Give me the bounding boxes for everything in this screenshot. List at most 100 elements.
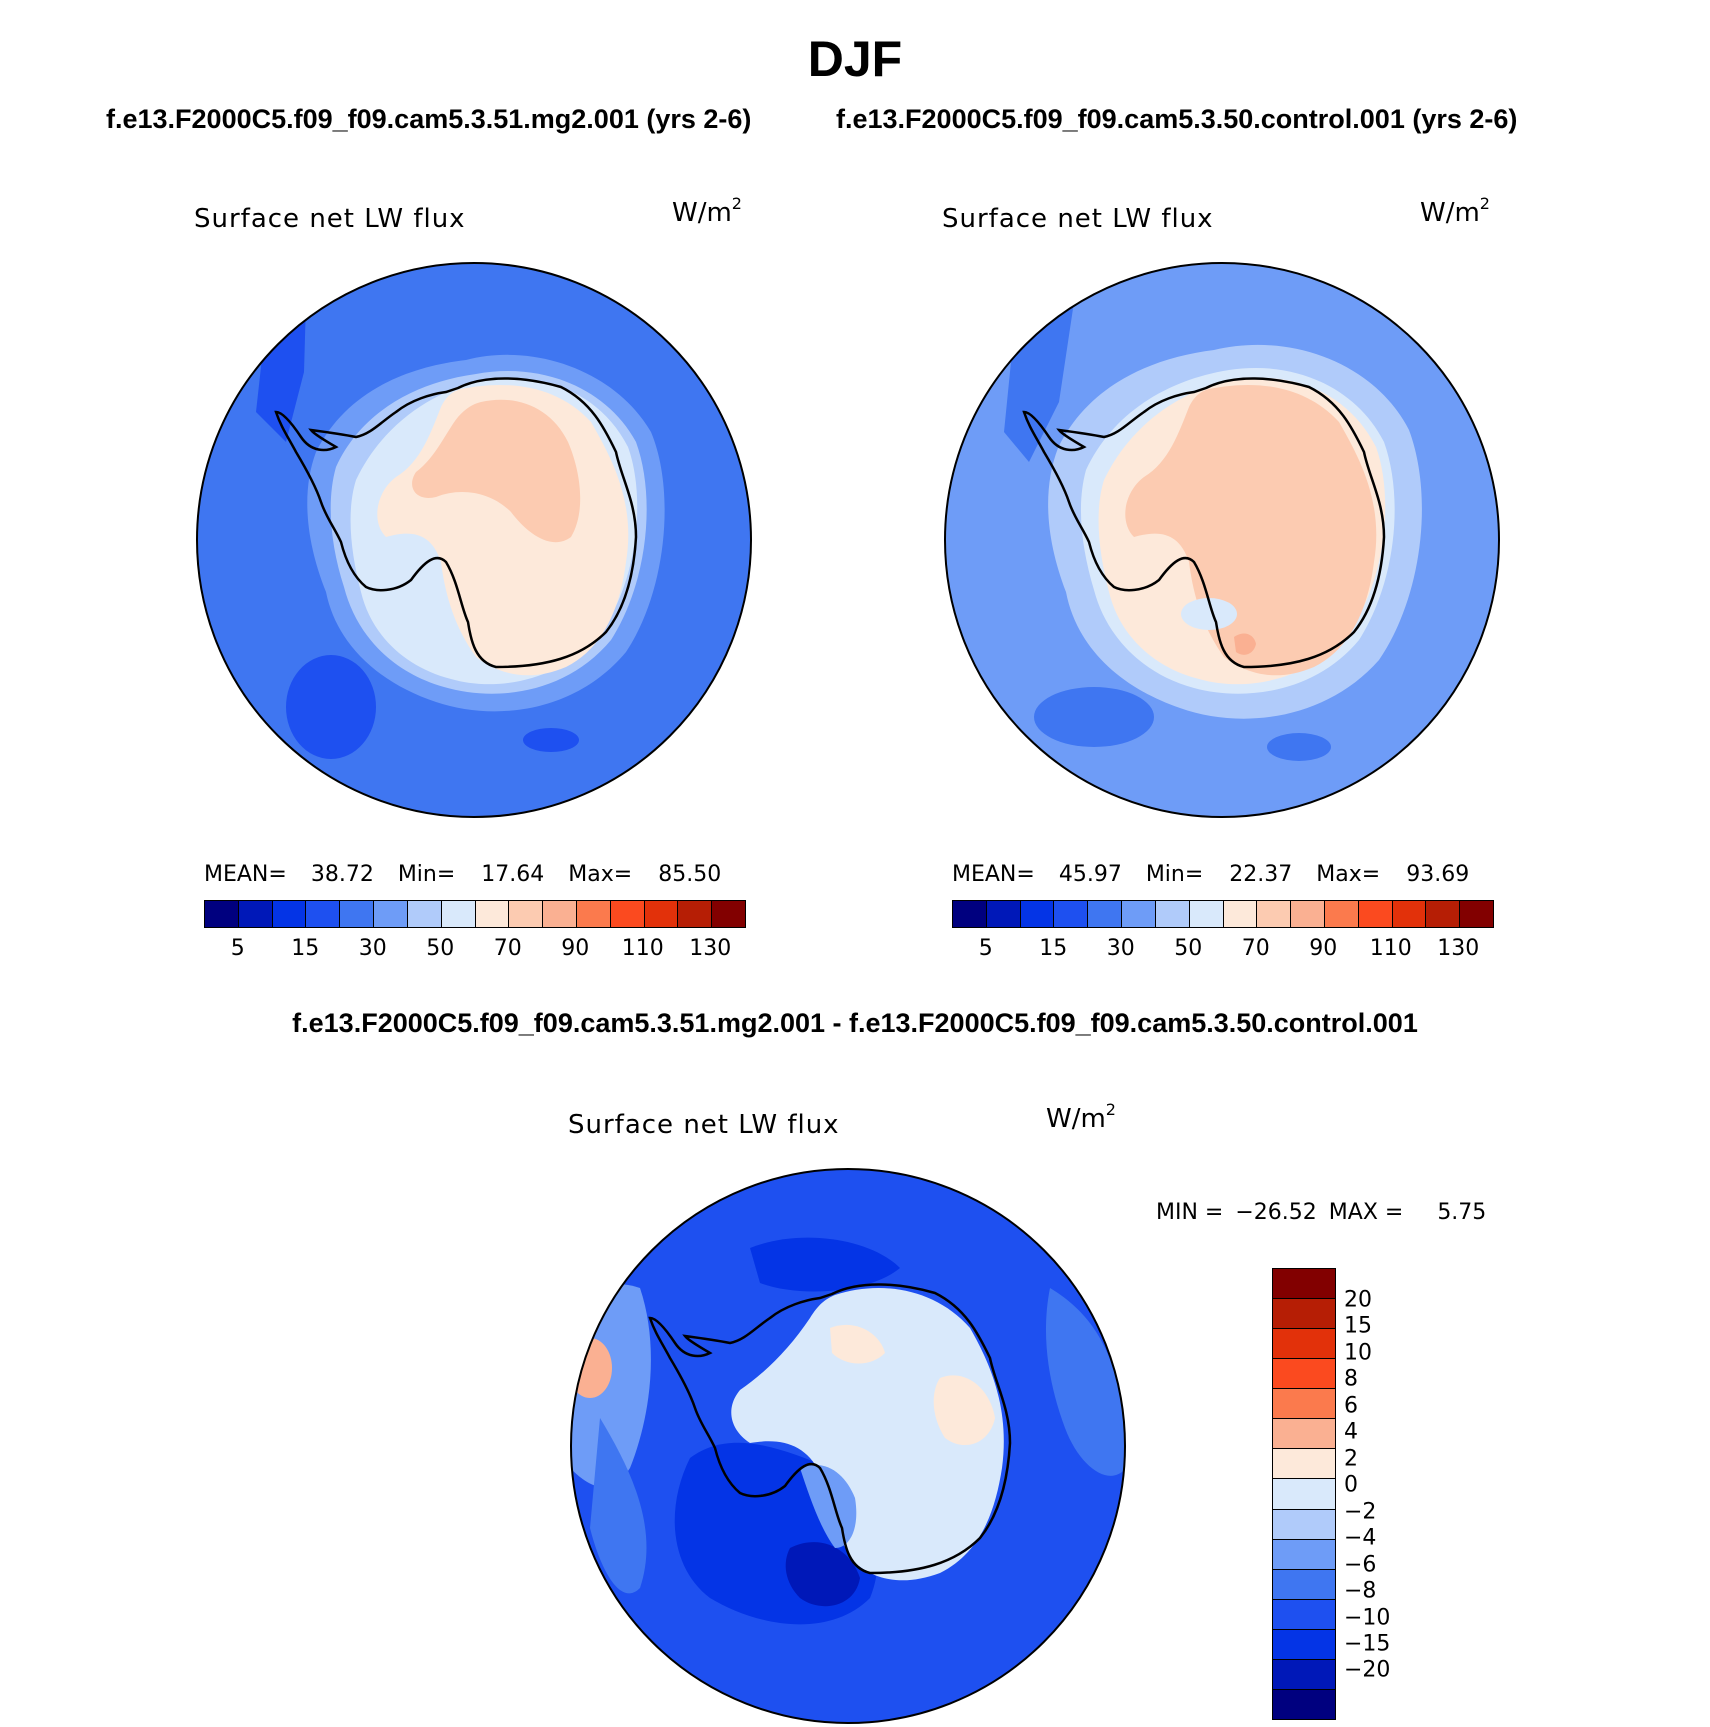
colorbar-tick-label: 15 bbox=[291, 936, 320, 961]
low-flux-patch-2 bbox=[523, 728, 579, 752]
interior-region bbox=[1125, 384, 1377, 676]
highland-region bbox=[412, 399, 581, 543]
colorbar-swatch bbox=[576, 901, 611, 927]
colorbar-swatch bbox=[953, 901, 987, 927]
low-flux-patch bbox=[1034, 687, 1154, 747]
case-subtitle-left: f.e13.F2000C5.f09_f09.cam5.3.51.mg2.001 … bbox=[106, 104, 752, 134]
colorbar-tick-label: 2 bbox=[1344, 1446, 1358, 1472]
difference-map bbox=[570, 1168, 1126, 1724]
colorbar-tick-label: 50 bbox=[1174, 936, 1203, 961]
colorbar-tick-label: 90 bbox=[561, 936, 590, 961]
colorbar-tick-label: 5 bbox=[978, 936, 993, 961]
colorbar-swatch bbox=[1324, 901, 1359, 927]
outer-region-2 bbox=[1046, 1288, 1125, 1476]
land-region bbox=[731, 1287, 1004, 1581]
highland-region bbox=[1234, 633, 1256, 655]
panel1-map bbox=[196, 262, 752, 818]
colorbar-tick-label: 6 bbox=[1344, 1393, 1358, 1419]
colorbar-swatch bbox=[272, 901, 307, 927]
panel1-colorbar-ticks: 5 15 30 50 70 90 110 130 bbox=[204, 936, 744, 966]
colorbar-swatch bbox=[1273, 1389, 1335, 1420]
colorbar-swatch bbox=[1460, 901, 1493, 927]
colorbar-swatch bbox=[1273, 1689, 1335, 1719]
case-subtitle-right: f.e13.F2000C5.f09_f09.cam5.3.50.control.… bbox=[836, 104, 1518, 134]
colorbar-tick-label: −2 bbox=[1344, 1499, 1377, 1525]
colorbar-swatch bbox=[1223, 901, 1258, 927]
colorbar-swatch bbox=[407, 901, 442, 927]
colorbar-tick-label: 0 bbox=[1344, 1472, 1358, 1498]
colorbar-tick-label: 130 bbox=[689, 936, 732, 961]
colorbar-tick-label: 5 bbox=[230, 936, 245, 961]
colorbar-swatch bbox=[986, 901, 1021, 927]
colorbar-swatch bbox=[509, 901, 544, 927]
colorbar-swatch bbox=[1273, 1569, 1335, 1600]
colorbar-tick-label: −15 bbox=[1344, 1631, 1391, 1657]
warm-region bbox=[933, 1375, 995, 1446]
colorbar-tick-label: 50 bbox=[426, 936, 455, 961]
colorbar-swatch bbox=[610, 901, 645, 927]
low-flux-patch-2 bbox=[1267, 733, 1331, 761]
colorbar-swatch bbox=[1273, 1539, 1335, 1570]
colorbar-tick-label: 110 bbox=[621, 936, 664, 961]
colorbar-swatch bbox=[1054, 901, 1089, 927]
antarctica-coastline bbox=[648, 1283, 1012, 1575]
deep-region bbox=[750, 1237, 900, 1292]
diff-colorbar bbox=[1272, 1268, 1336, 1720]
colorbar-swatch bbox=[1273, 1299, 1335, 1330]
colorbar-swatch bbox=[374, 901, 408, 927]
colorbar-tick-label: 70 bbox=[1241, 936, 1270, 961]
colorbar-tick-label: 130 bbox=[1437, 936, 1480, 961]
colorbar-tick-label: −4 bbox=[1344, 1525, 1377, 1551]
diff-colorbar-ticks: 20 15 10 8 6 4 2 0 −2 −4 −6 −8 −10 −15 −20 bbox=[1344, 1268, 1424, 1718]
colorbar-swatch bbox=[1273, 1629, 1335, 1660]
colorbar-swatch bbox=[1273, 1329, 1335, 1360]
panel1-units: W/m2 bbox=[672, 194, 742, 228]
panel2-units: W/m2 bbox=[1420, 194, 1490, 228]
colorbar-swatch bbox=[1273, 1419, 1335, 1450]
colorbar-swatch bbox=[678, 901, 713, 927]
colorbar-swatch bbox=[1273, 1449, 1335, 1480]
colorbar-swatch bbox=[1273, 1269, 1335, 1300]
colorbar-swatch bbox=[1257, 901, 1292, 927]
colorbar-swatch bbox=[1291, 901, 1325, 927]
colorbar-tick-label: 20 bbox=[1344, 1287, 1372, 1313]
low-flux-patch bbox=[286, 655, 376, 759]
colorbar-swatch bbox=[1273, 1659, 1335, 1690]
colorbar-swatch bbox=[1273, 1479, 1335, 1510]
colorbar-swatch bbox=[1273, 1359, 1335, 1390]
colorbar-swatch bbox=[475, 901, 510, 927]
panel1-colorbar bbox=[204, 900, 746, 928]
colorbar-tick-label: 8 bbox=[1344, 1366, 1358, 1392]
diff-panel-units: W/m2 bbox=[1046, 1100, 1116, 1134]
colorbar-swatch bbox=[712, 901, 745, 927]
colorbar-tick-label: 90 bbox=[1309, 936, 1338, 961]
colorbar-swatch bbox=[205, 901, 239, 927]
colorbar-tick-label: 70 bbox=[493, 936, 522, 961]
season-title: DJF bbox=[807, 31, 903, 87]
colorbar-swatch bbox=[306, 901, 341, 927]
colorbar-tick-label: 10 bbox=[1344, 1340, 1372, 1366]
colorbar-swatch bbox=[1155, 901, 1190, 927]
colorbar-swatch bbox=[1020, 901, 1055, 927]
colorbar-swatch bbox=[441, 901, 476, 927]
panel2-colorbar bbox=[952, 900, 1494, 928]
panel2-stats: MEAN= 45.97 Min= 22.37 Max= 93.69 bbox=[952, 862, 1470, 887]
colorbar-swatch bbox=[1088, 901, 1123, 927]
colorbar-tick-label: −20 bbox=[1344, 1657, 1391, 1683]
colorbar-tick-label: 15 bbox=[1344, 1313, 1372, 1339]
warm-region-2 bbox=[830, 1324, 885, 1364]
colorbar-swatch bbox=[1189, 901, 1224, 927]
antarctica-coastline bbox=[1022, 377, 1386, 669]
diff-panel-title: Surface net LW flux bbox=[568, 1110, 840, 1140]
colorbar-tick-label: 15 bbox=[1039, 936, 1068, 961]
colorbar-swatch bbox=[1122, 901, 1156, 927]
ring-region bbox=[590, 1418, 647, 1594]
colorbar-swatch bbox=[238, 901, 273, 927]
colorbar-swatch bbox=[1273, 1509, 1335, 1540]
colorbar-tick-label: −6 bbox=[1344, 1552, 1377, 1578]
colorbar-tick-label: 30 bbox=[358, 936, 387, 961]
antarctica-coastline bbox=[274, 377, 638, 669]
diff-minmax: MIN = −26.52 MAX = 5.75 bbox=[1156, 1200, 1487, 1225]
colorbar-swatch bbox=[1426, 901, 1461, 927]
panel2-map bbox=[944, 262, 1500, 818]
